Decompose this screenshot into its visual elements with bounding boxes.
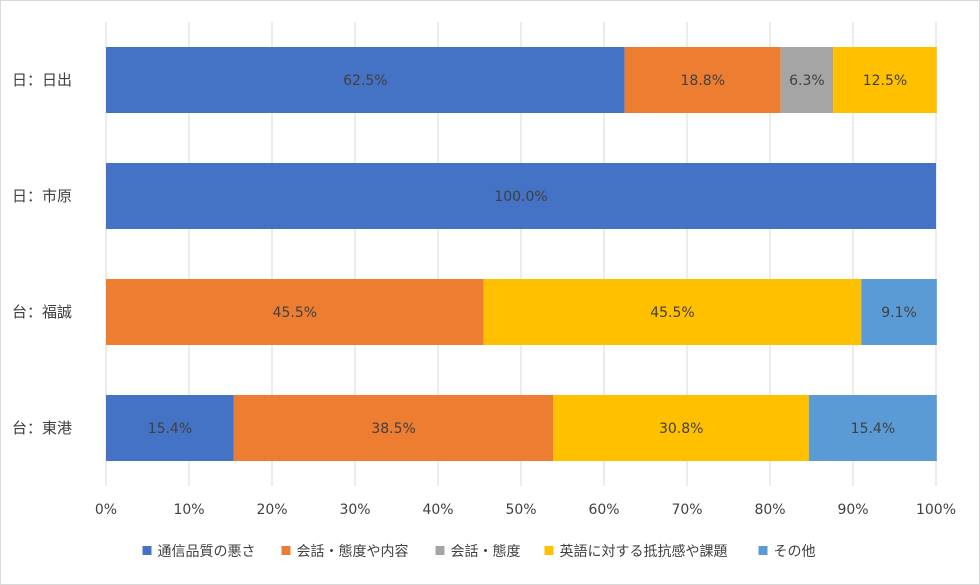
x-tick-label: 30% [339, 502, 370, 518]
data-label: 6.3% [789, 73, 825, 89]
x-axis-ticks: 0% 10% 20% 30% 40% 50% 60% 70% 80% 90% 100% [95, 502, 956, 518]
x-tick-label: 20% [256, 502, 287, 518]
category-labels: 日：日出日：市原台：福誠台：東港 [12, 71, 72, 437]
bar-segment [780, 47, 834, 113]
bar-segment [861, 279, 937, 345]
x-tick-label: 90% [837, 502, 868, 518]
data-label: 100.0% [494, 189, 547, 205]
data-label: 15.4% [148, 421, 192, 437]
data-label: 62.5% [343, 73, 387, 89]
x-tick-label: 10% [173, 502, 204, 518]
legend-entry: その他 [774, 544, 816, 560]
bar-segment [106, 163, 936, 229]
x-tick-label: 80% [754, 502, 785, 518]
bar-segment [553, 395, 810, 461]
data-label: 9.1% [881, 305, 917, 321]
x-tick-label: 100% [916, 502, 956, 518]
bar-segment [483, 279, 862, 345]
data-label: 15.4% [851, 421, 895, 437]
data-label: 38.5% [371, 421, 415, 437]
legend-entry: 英語に対する抵抗感や課題 [560, 543, 728, 560]
bars: 62.5% 18.8% 6.3% 12.5% 100.0% 45.5% 45.5% 9.1% 1… [106, 47, 937, 461]
x-tick-label: 70% [671, 502, 702, 518]
bar-segment [106, 279, 484, 345]
legend-swatch [142, 546, 152, 555]
data-label: 30.8% [659, 421, 703, 437]
x-tick-label: 40% [422, 502, 453, 518]
bar-segment [106, 47, 625, 113]
legend: 通信品質の悪さ 会話・態度や内容 会話・態度 英語に対する抵抗感や課題 その他 [142, 543, 816, 560]
bar-segment [833, 47, 937, 113]
category-label: 台：福誠 [12, 303, 72, 321]
legend-swatch [281, 546, 291, 555]
legend-swatch [758, 546, 768, 555]
category-label: 日：市原 [12, 187, 72, 205]
category-label: 台：東港 [12, 419, 72, 437]
data-label: 18.8% [681, 73, 725, 89]
x-tick-label: 0% [95, 502, 117, 518]
x-tick-label: 50% [505, 502, 536, 518]
legend-swatch [544, 546, 554, 555]
bar-segment [233, 395, 554, 461]
data-label: 12.5% [863, 73, 907, 89]
legend-entry: 会話・態度や内容 [297, 543, 409, 560]
legend-entry: 通信品質の悪さ [158, 544, 256, 560]
legend-swatch [435, 546, 445, 555]
category-label: 日：日出 [12, 71, 72, 89]
data-label: 45.5% [650, 305, 694, 321]
x-tick-label: 60% [588, 502, 619, 518]
data-label: 45.5% [273, 305, 317, 321]
bar-segment [624, 47, 781, 113]
bar-segment [106, 395, 234, 461]
bar-segment [809, 395, 937, 461]
legend-entry: 会話・態度 [451, 543, 521, 560]
